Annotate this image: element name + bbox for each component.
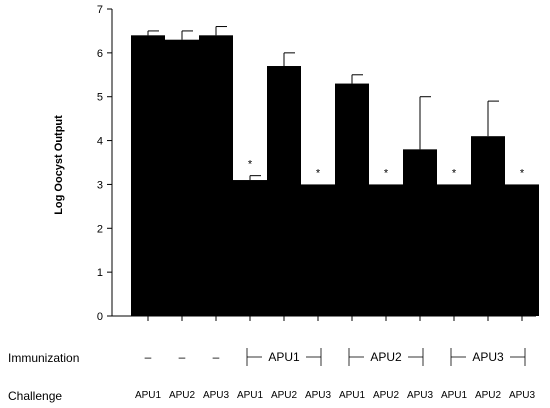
- challenge-label: APU1: [135, 390, 162, 401]
- challenge-label: APU2: [271, 390, 298, 401]
- immunization-none: –: [179, 350, 186, 364]
- challenge-label: APU3: [305, 390, 332, 401]
- challenge-label: APU2: [169, 390, 196, 401]
- immunization-group-label: APU2: [370, 350, 402, 364]
- immunization-row: – – – APU1 APU2 APU3: [145, 348, 526, 366]
- challenge-label: APU2: [475, 390, 502, 401]
- significance-star: *: [384, 167, 389, 179]
- challenge-label: APU1: [441, 390, 468, 401]
- challenge-label: APU3: [203, 390, 230, 401]
- bar: [233, 180, 267, 316]
- bar: [131, 35, 165, 317]
- y-tick-label: 6: [97, 48, 103, 60]
- significance-star: *: [520, 167, 525, 179]
- bar: [505, 184, 539, 316]
- bar: [369, 184, 403, 316]
- bar: [165, 39, 199, 316]
- y-tick-label: 1: [97, 267, 103, 279]
- y-ticks: 0 1 2 3 4 5 6 7: [97, 4, 112, 323]
- challenge-label: APU1: [237, 390, 264, 401]
- significance-markers: * * * * *: [248, 159, 525, 180]
- immunization-group-label: APU3: [472, 350, 504, 364]
- y-tick-label: 3: [97, 179, 103, 191]
- challenge-row-label: Challenge: [8, 389, 62, 403]
- significance-star: *: [316, 167, 321, 179]
- immunization-none: –: [145, 350, 152, 364]
- immunization-row-label: Immunization: [8, 351, 79, 365]
- immunization-group-label: APU1: [268, 350, 300, 364]
- significance-star: *: [452, 167, 457, 179]
- y-tick-label: 0: [97, 311, 103, 323]
- challenge-label: APU3: [509, 390, 536, 401]
- bar: [437, 184, 471, 316]
- bar: [403, 149, 437, 316]
- bar: [471, 136, 505, 316]
- y-tick-label: 4: [97, 136, 103, 148]
- y-axis-label: Log Oocyst Output: [53, 115, 65, 215]
- y-tick-label: 7: [97, 4, 103, 16]
- challenge-label: APU2: [373, 390, 400, 401]
- challenge-label: APU3: [407, 390, 434, 401]
- y-tick-label: 5: [97, 92, 103, 104]
- immunization-none: –: [213, 350, 220, 364]
- significance-star: *: [248, 159, 253, 171]
- bars: [131, 35, 539, 317]
- bar: [267, 66, 301, 316]
- challenge-label: APU1: [339, 390, 366, 401]
- y-tick-label: 2: [97, 223, 103, 235]
- error-bars: [147, 26, 499, 181]
- bar: [335, 83, 369, 316]
- challenge-row: APU1 APU2 APU3 APU1 APU2 APU3 APU1 APU2 APU3 APU1…: [135, 390, 536, 401]
- bar: [199, 35, 233, 317]
- bar: [301, 184, 335, 316]
